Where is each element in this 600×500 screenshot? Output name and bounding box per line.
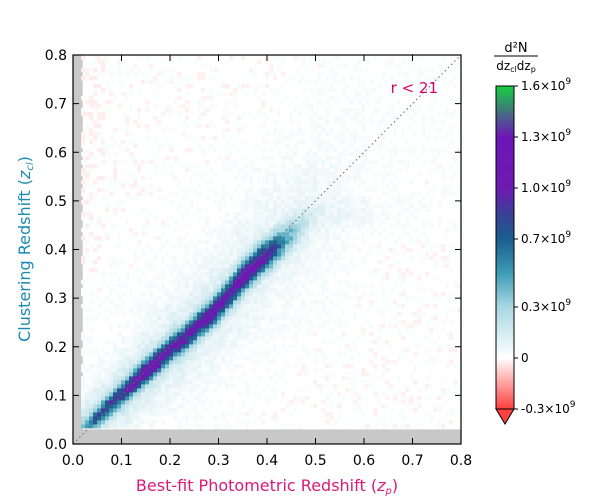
x-tick-label: 0.2 (159, 453, 181, 469)
y-tick-label: 0.7 (45, 97, 67, 113)
colorbar-ticks: -0.3×109 0 0.3×109 0.7×109 1.0×109 1.3×109 1.6… (514, 77, 576, 416)
y-tick-label: 0.2 (45, 340, 67, 356)
annotation-label: r < 21 (391, 79, 438, 97)
colorbar-bar (495, 85, 515, 410)
y-tick-label: 0.6 (45, 145, 67, 161)
colorbar-tick-label: 0 (521, 351, 529, 365)
x-axis-label: Best-fit Photometric Redshift (zp) (136, 476, 398, 497)
x-axis-ticks: 0.0 0.1 0.2 0.3 0.4 0.5 0.6 0.7 0.8 (62, 55, 472, 469)
density-heatmap (81, 55, 461, 429)
colorbar-label-numerator: d²N (504, 41, 527, 56)
colorbar-tick-label: 1.3×109 (521, 128, 571, 144)
y-tick-label: 0.3 (45, 291, 67, 307)
y-tick-label: 0.8 (45, 48, 67, 64)
x-tick-label: 0.7 (401, 453, 423, 469)
colorbar-extend-triangle (495, 408, 515, 425)
colorbar-tick-label: 0.3×109 (521, 298, 571, 314)
x-tick-label: 0.6 (353, 453, 375, 469)
x-tick-label: 0.8 (450, 453, 472, 469)
x-tick-label: 0.5 (304, 453, 326, 469)
plot-area (73, 55, 461, 444)
y-tick-label: 0.4 (45, 243, 67, 259)
colorbar-tick-label: 1.6×109 (521, 77, 571, 93)
y-tick-label: 0.1 (45, 388, 67, 404)
reference-line-group (73, 55, 461, 444)
colorbar-tick-label: 0.7×109 (521, 230, 571, 246)
reference-line (73, 55, 461, 444)
x-tick-label: 0.0 (62, 453, 84, 469)
colorbar: d²N dzcldzp -0.3×109 0 0.3×109 0.7×109 1.0×1… (494, 41, 576, 425)
colorbar-tick-label: -0.3×109 (521, 400, 576, 416)
colorbar-label-denominator: dzcldzp (496, 59, 536, 74)
x-tick-label: 0.3 (207, 453, 229, 469)
x-tick-label: 0.4 (256, 453, 278, 469)
y-tick-label: 0.0 (45, 437, 67, 453)
y-tick-label: 0.5 (45, 194, 67, 210)
y-axis-ticks: 0.0 0.1 0.2 0.3 0.4 0.5 0.6 0.7 0.8 (45, 48, 461, 453)
y-axis-label: Clustering Redshift (zcl) (15, 156, 36, 342)
colorbar-tick-label: 1.0×109 (521, 179, 571, 195)
x-tick-label: 0.1 (110, 453, 132, 469)
